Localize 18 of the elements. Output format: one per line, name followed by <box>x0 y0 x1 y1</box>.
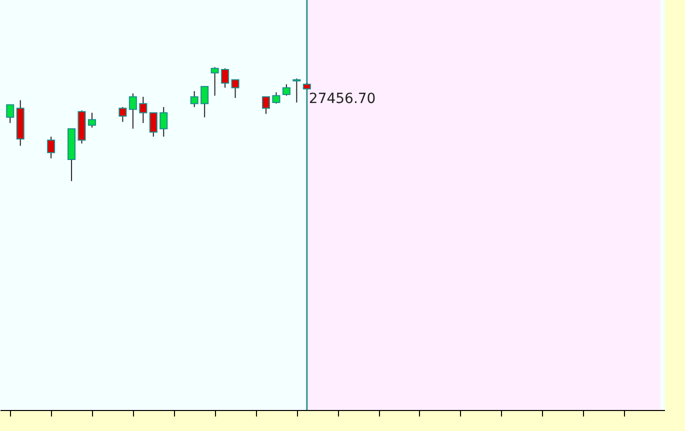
candlestick <box>88 112 96 128</box>
candlestick <box>128 92 137 130</box>
candlestick <box>160 106 168 138</box>
candlestick <box>6 104 14 124</box>
candlestick <box>200 86 209 118</box>
candlestick <box>231 79 240 98</box>
annotation: 27456.70 <box>308 90 376 107</box>
candlestick <box>149 112 158 138</box>
candlestick <box>272 92 280 104</box>
candlestick <box>190 90 198 108</box>
candlestick <box>292 78 301 103</box>
candlestick <box>118 106 127 122</box>
candlestick <box>221 68 230 88</box>
candlestick <box>282 84 290 96</box>
candlestick <box>262 96 270 114</box>
candlestick <box>139 96 148 124</box>
candlestick <box>210 66 219 96</box>
candlestick <box>47 136 56 159</box>
